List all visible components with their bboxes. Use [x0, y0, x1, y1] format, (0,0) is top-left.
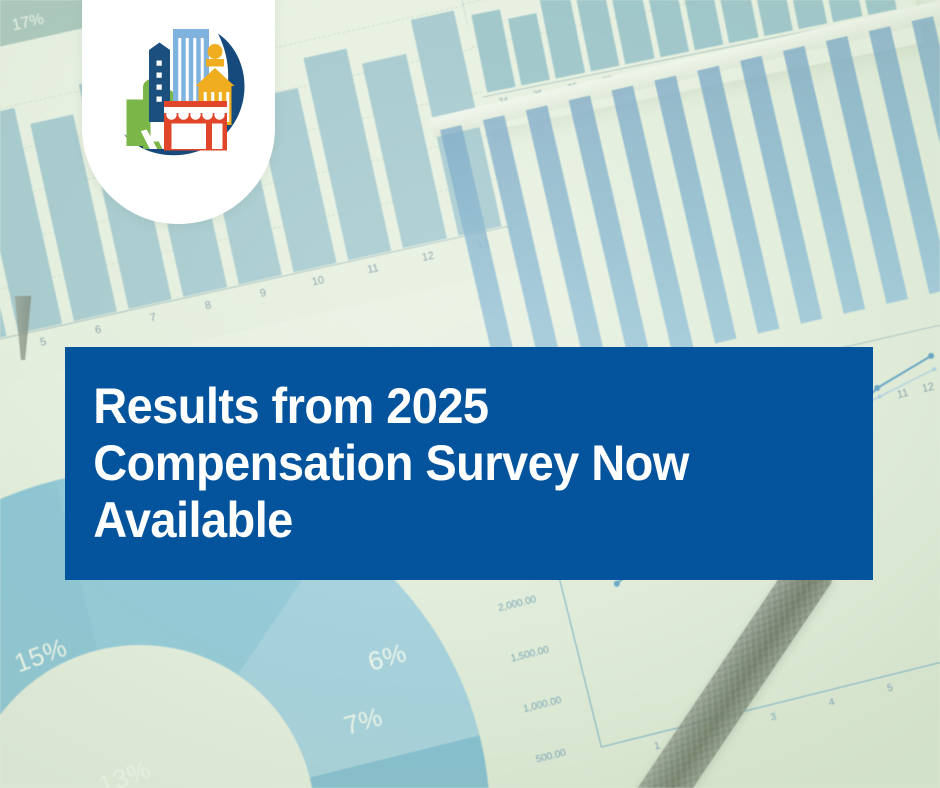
logo-badge [82, 0, 275, 224]
storefront-window [171, 123, 206, 149]
orange-column-4 [225, 92, 229, 122]
navy-tower-window-2 [156, 72, 162, 78]
skyscraper-stripe-1 [177, 38, 181, 113]
city-skyline-crescent-logo [123, 29, 245, 156]
awning-top-line [163, 107, 227, 113]
orange-dome-icon [207, 44, 222, 59]
x-tick-label: 9 [258, 286, 268, 300]
navy-tower-window-4 [156, 96, 162, 102]
storefront-door [211, 123, 222, 149]
line-data-point [932, 367, 937, 372]
line-data-point [928, 352, 935, 359]
x-tick-label: 10 [310, 274, 326, 289]
navy-tower-window-3 [156, 84, 162, 90]
line-data-point [613, 580, 620, 587]
x-tick-label: 4 [0, 344, 12, 369]
line-data-point [874, 384, 881, 391]
page-title: Results from 2025 Compensation Survey Now… [93, 378, 689, 548]
x-tick-label: 6 [93, 323, 103, 337]
bar [507, 12, 551, 86]
orange-base-bar [205, 59, 224, 67]
skyscraper-stripe-4 [200, 38, 204, 113]
x-tick-label: 12 [420, 249, 436, 265]
skyscraper-stripe-2 [185, 38, 189, 113]
green-house-detail-1 [140, 129, 157, 149]
x-tick-label: 7 [148, 311, 158, 325]
x-tick-label: 11 [366, 262, 380, 277]
orange-pediment-icon [195, 68, 234, 86]
skyscraper-stripe-3 [192, 38, 196, 113]
title-banner: Results from 2025 Compensation Survey Now… [65, 347, 873, 580]
x-tick-label: 8 [203, 299, 213, 313]
line-data-point [877, 394, 882, 399]
navy-tower-window-1 [156, 60, 162, 66]
navy-tower-roof [148, 42, 170, 50]
